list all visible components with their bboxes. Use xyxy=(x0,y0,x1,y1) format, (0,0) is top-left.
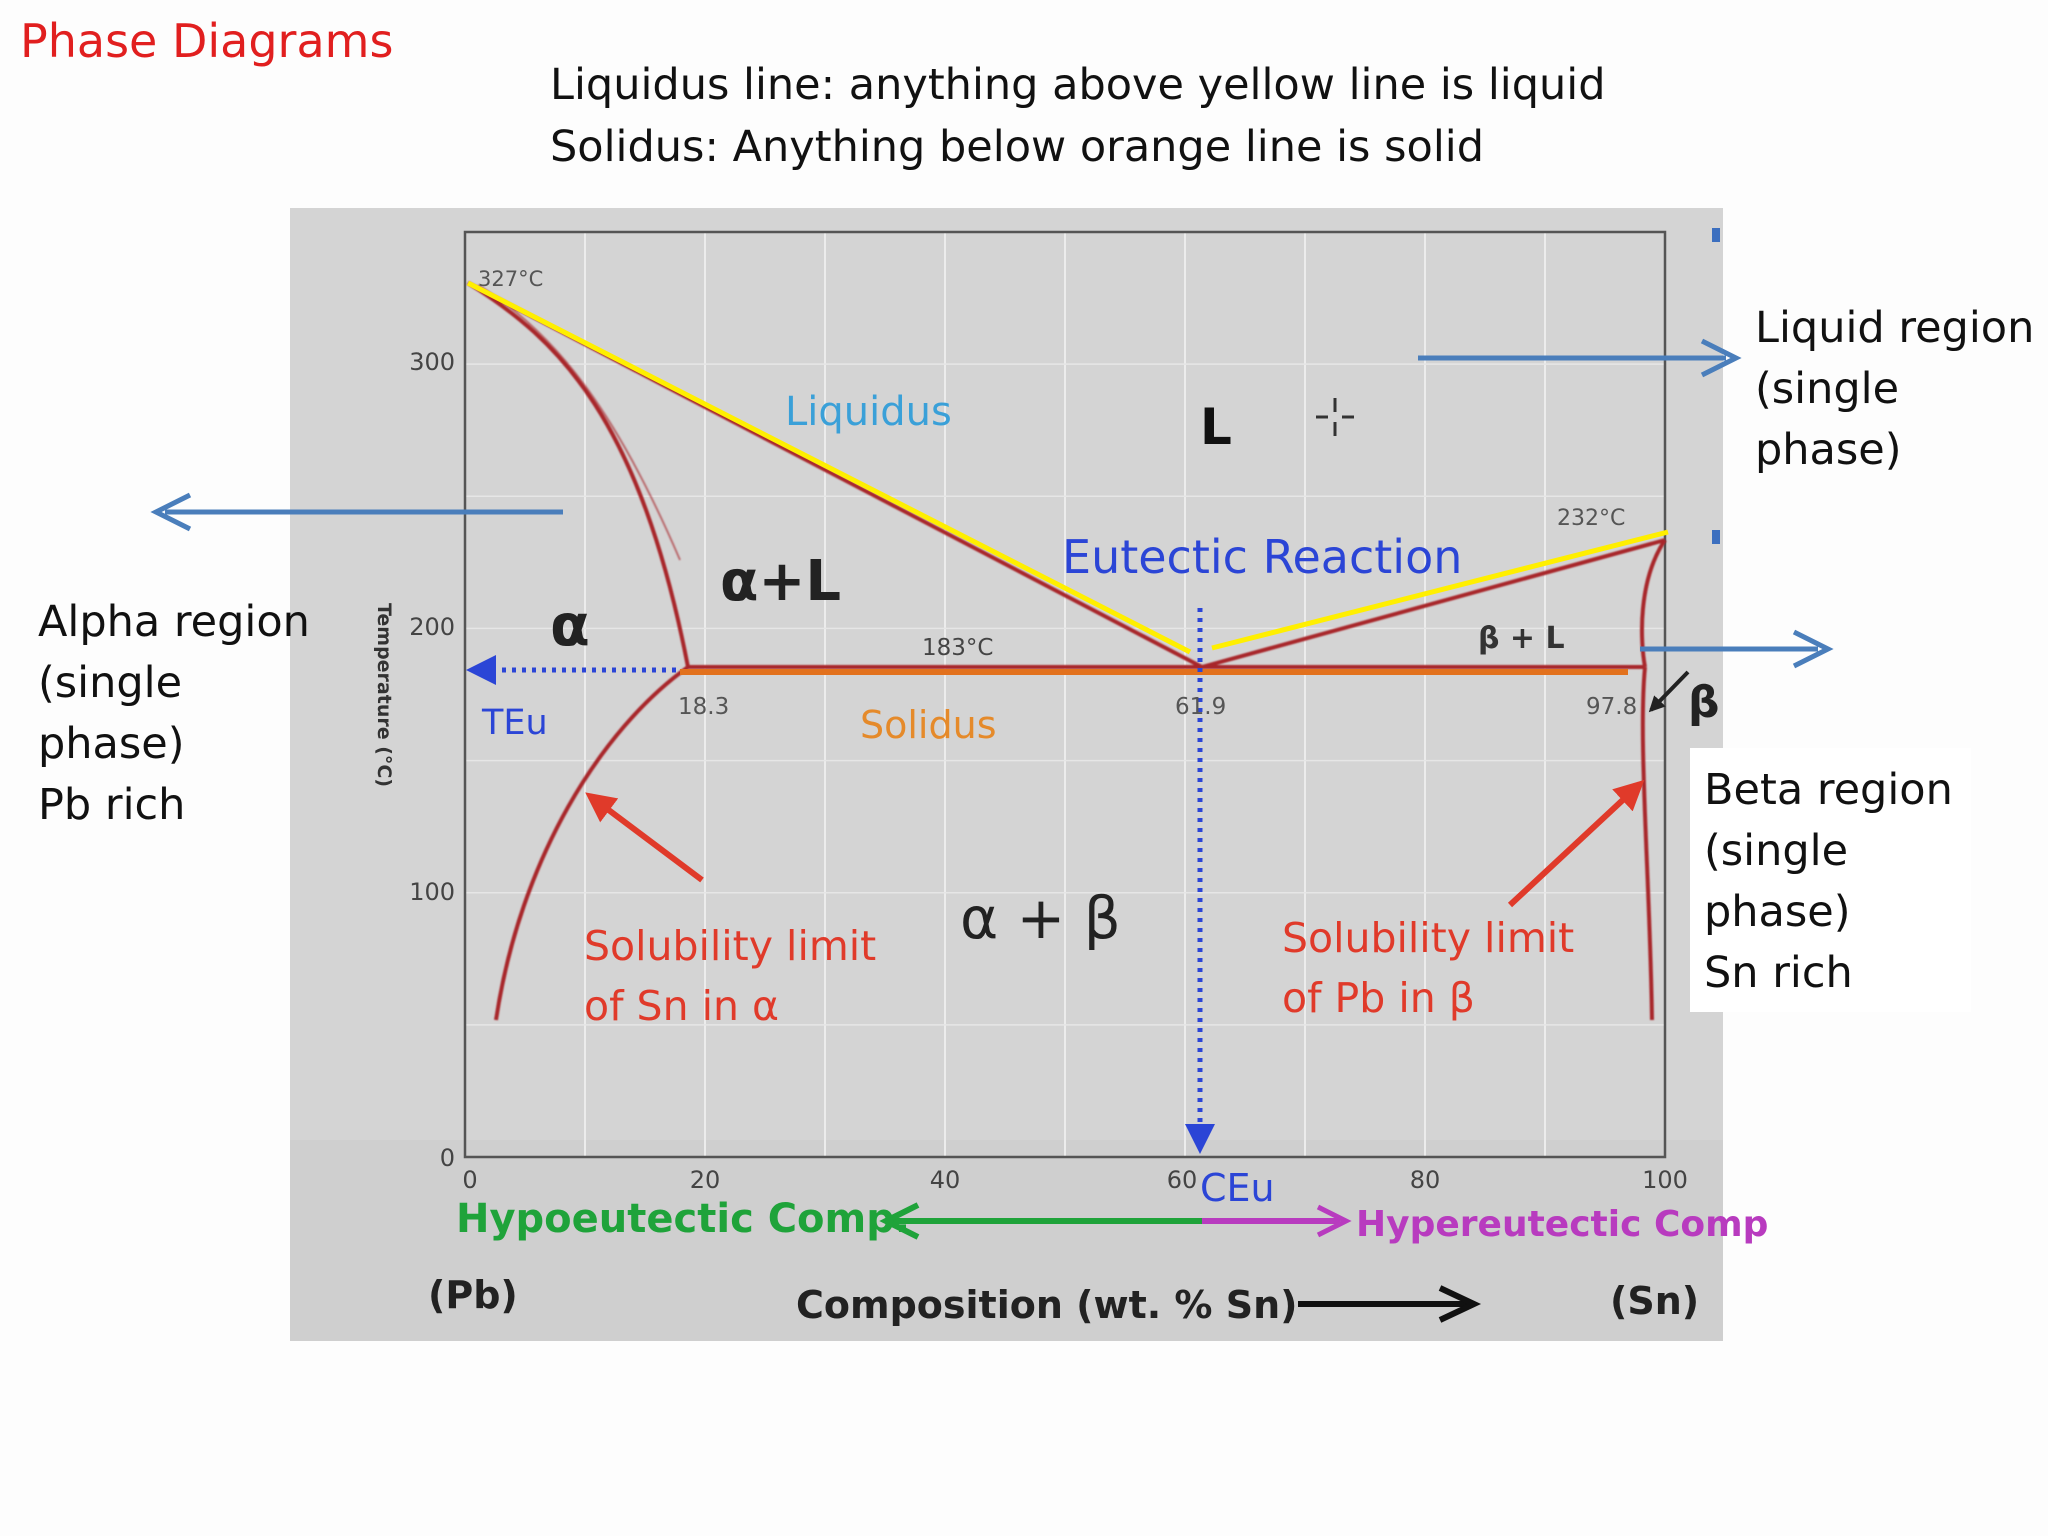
label-hypereutectic: Hypereutectic Comp xyxy=(1356,1204,1768,1245)
figure-bottom-band xyxy=(290,1140,1723,1341)
beta-note-line: Sn rich xyxy=(1704,948,1853,998)
label-232c: 232°C xyxy=(1557,506,1625,531)
label-beta-plus-liquid: β + L xyxy=(1478,621,1565,656)
x-tick-40: 40 xyxy=(930,1166,961,1194)
cursor-crosshair-icon xyxy=(1316,398,1354,436)
liquid-region-arrowhead xyxy=(1700,338,1742,378)
edge-mark-2 xyxy=(1712,530,1720,544)
slide-title: Phase Diagrams xyxy=(20,14,394,68)
liquid-region-note: Liquid region (single phase) xyxy=(1755,298,2034,481)
alpha-note-line: Alpha region xyxy=(38,597,310,647)
label-alpha-plus-beta: α + β xyxy=(960,884,1121,952)
label-61-9: 61.9 xyxy=(1175,694,1226,720)
y-tick-0: 0 xyxy=(440,1144,455,1172)
liquid-note-line: Liquid region xyxy=(1755,303,2035,353)
y-tick-100: 100 xyxy=(409,878,455,906)
label-183c: 183°C xyxy=(922,635,993,661)
label-alpha-plus-liquid: α+L xyxy=(720,549,841,614)
beta-note-line: Beta region xyxy=(1704,765,1953,815)
solidus-boundary-alpha xyxy=(466,281,690,668)
liquid-note-line: phase) xyxy=(1755,425,1902,475)
liquidus-highlight-left xyxy=(466,280,1192,655)
grid-lines xyxy=(465,232,1665,1157)
x-tick-0: 0 xyxy=(462,1166,477,1194)
label-solubility-beta-line1: Solubility limit xyxy=(1282,914,1574,962)
y-tick-300: 300 xyxy=(409,348,455,376)
beta-region-arrowhead xyxy=(1792,629,1834,669)
liquidus-boundary-right xyxy=(1201,538,1666,669)
beta-pointer-arrow xyxy=(1648,670,1690,713)
label-liquidus: Liquidus xyxy=(785,389,952,435)
x-tick-80: 80 xyxy=(1410,1166,1441,1194)
y-tick-200: 200 xyxy=(409,613,455,641)
label-327c: 327°C xyxy=(478,267,543,291)
label-c-eu: CEu xyxy=(1200,1166,1275,1210)
solubility-alpha-arrow xyxy=(585,792,704,883)
beta-region-note: Beta region (single phase) Sn rich xyxy=(1690,748,1971,1012)
hypereutectic-arrowhead xyxy=(1316,1204,1352,1238)
label-liquid: L xyxy=(1200,398,1232,456)
alpha-note-line: Pb rich xyxy=(38,780,186,830)
label-solubility-alpha-line1: Solubility limit xyxy=(584,922,876,970)
label-pb-end: (Pb) xyxy=(428,1273,518,1317)
label-18-3: 18.3 xyxy=(678,694,729,720)
label-97-8: 97.8 xyxy=(1586,694,1637,720)
x-tick-20: 20 xyxy=(690,1166,721,1194)
solidus-boundary-beta xyxy=(1639,538,1667,668)
y-axis-title: Temperature (°C) xyxy=(373,603,395,787)
liquidus-definition: Liquidus line: anything above yellow lin… xyxy=(550,60,1606,110)
beta-note-line: (single xyxy=(1704,826,1849,876)
alpha-region-note: Alpha region (single phase) Pb rich xyxy=(38,592,310,836)
label-sn-end: (Sn) xyxy=(1610,1279,1699,1323)
hypoeutectic-arrowhead xyxy=(879,1202,920,1240)
label-beta: β xyxy=(1688,677,1720,728)
solidus-definition: Solidus: Anything below orange line is s… xyxy=(550,122,1485,172)
label-alpha: α xyxy=(550,591,590,659)
liquidus-highlight-right xyxy=(1211,529,1669,651)
solvus-beta xyxy=(1640,666,1654,1021)
edge-mark-1 xyxy=(1712,228,1720,242)
label-hypoeutectic: Hypoeutectic Comp. xyxy=(456,1196,910,1242)
composition-axis-arrowhead xyxy=(1438,1285,1482,1323)
label-eutectic-reaction: Eutectic Reaction xyxy=(1062,530,1462,584)
label-t-eu: TEu xyxy=(481,703,548,743)
liquid-note-line: (single xyxy=(1755,364,1900,414)
label-solidus: Solidus xyxy=(860,703,997,747)
alpha-note-line: (single xyxy=(38,658,183,708)
beta-note-line: phase) xyxy=(1704,887,1851,937)
solvus-alpha xyxy=(494,665,690,1021)
x-axis-title: Composition (wt. % Sn) xyxy=(796,1283,1298,1327)
alpha-note-line: phase) xyxy=(38,719,185,769)
label-solubility-beta-line2: of Pb in β xyxy=(1282,974,1475,1022)
solubility-beta-arrow xyxy=(1507,779,1645,908)
x-tick-100: 100 xyxy=(1642,1166,1688,1194)
label-solubility-alpha-line2: of Sn in α xyxy=(584,982,779,1030)
alpha-region-arrowhead xyxy=(150,492,192,532)
x-tick-60: 60 xyxy=(1167,1166,1198,1194)
